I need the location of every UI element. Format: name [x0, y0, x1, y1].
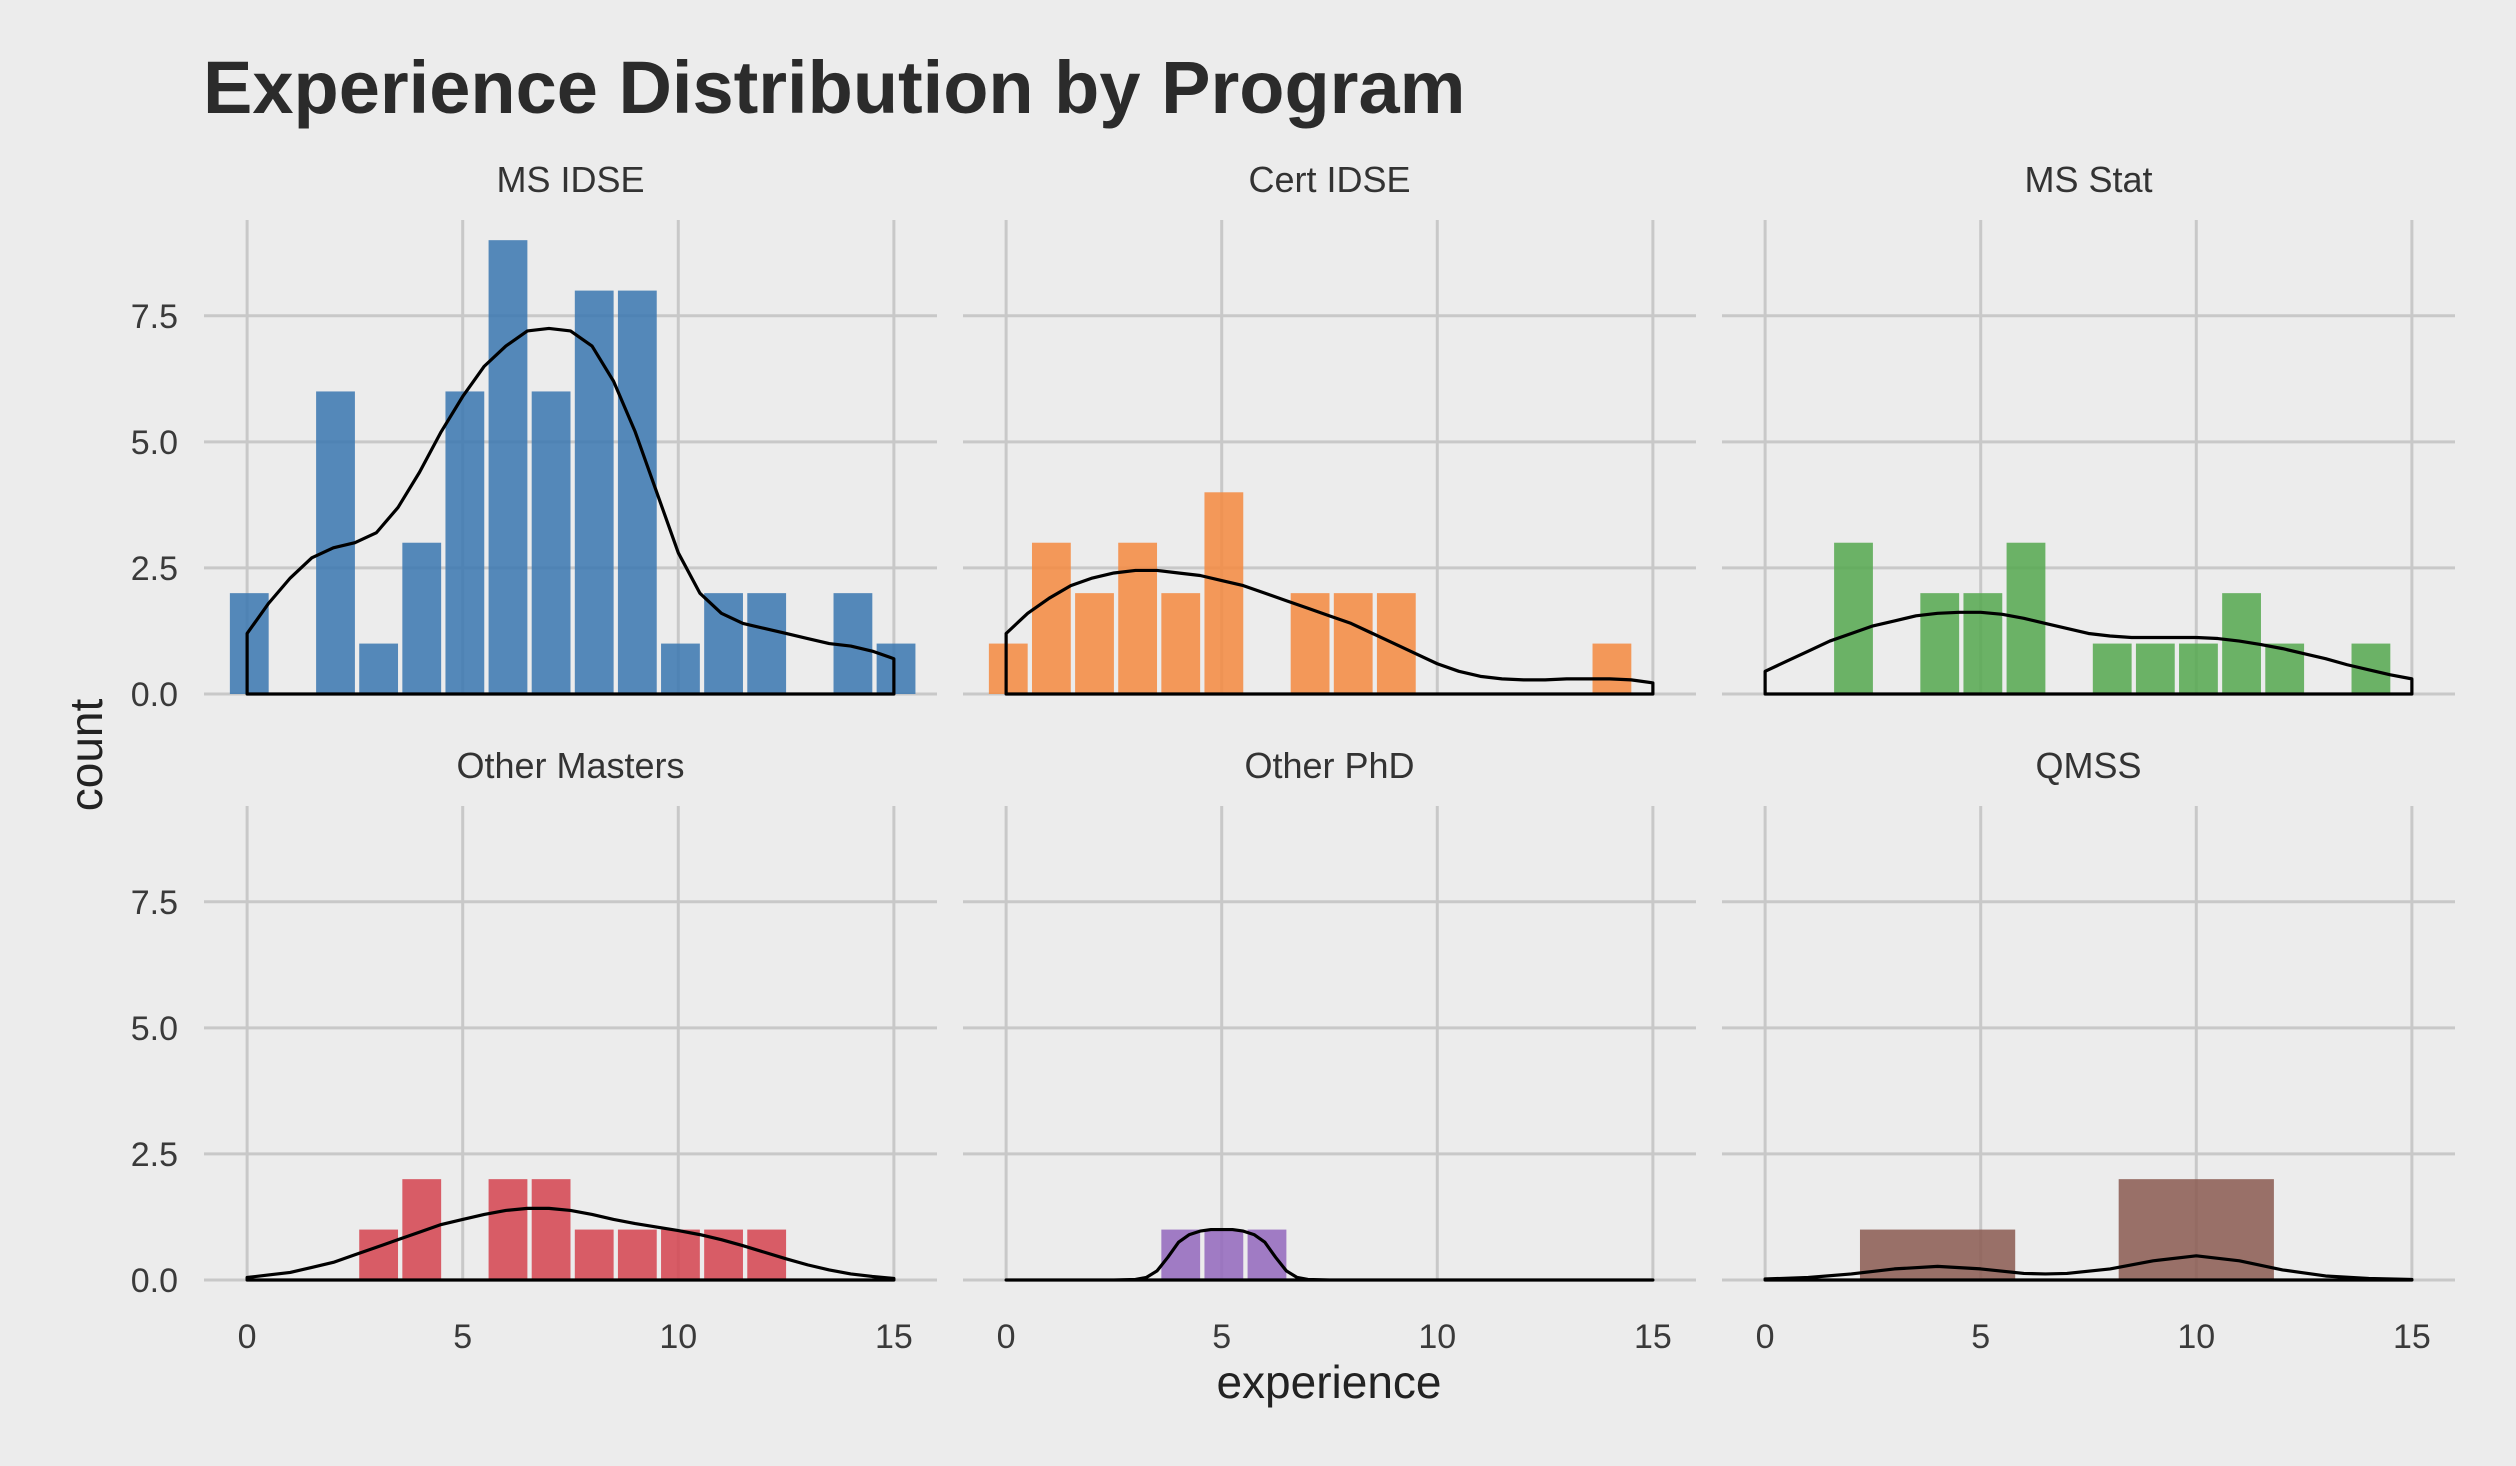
density-curve [1004, 1227, 1655, 1282]
histogram-bar [445, 391, 485, 694]
x-tick-label: 0 [1756, 1318, 1775, 1356]
histogram-bar [1834, 542, 1873, 694]
histogram-bar [1204, 1229, 1244, 1280]
x-tick-label: 5 [1212, 1318, 1231, 1356]
histogram-bar [747, 593, 787, 694]
density-curve [245, 326, 896, 696]
histogram-bar [574, 290, 614, 694]
x-tick-label: 15 [1634, 1318, 1672, 1356]
histogram-bar [531, 1179, 571, 1280]
x-tick-label: 10 [2177, 1318, 2215, 1356]
x-tick-label: 10 [659, 1318, 697, 1356]
histogram-bar [2179, 643, 2218, 694]
histogram-bar [488, 1179, 528, 1280]
histogram-bar [402, 1179, 442, 1280]
density-curve [245, 1206, 896, 1282]
histogram-bar [2092, 643, 2132, 694]
facet-strip-label: MS Stat [2024, 159, 2152, 200]
facet-panel: QMSS 0 5 10 15 [1722, 745, 2455, 1356]
histogram-bar [704, 593, 743, 694]
facet-panel: MS IDSE 0.0 2.5 5.0 7.5 [131, 159, 937, 714]
facet-strip-label: MS IDSE [496, 159, 644, 200]
chart-title: Experience Distribution by Program [203, 46, 1465, 129]
facet-strip-label: Other PhD [1244, 745, 1414, 786]
histogram-bar [617, 1229, 657, 1280]
histogram-bar [1031, 542, 1071, 694]
histogram-bar [1920, 593, 1960, 694]
y-tick-label: 7.5 [131, 298, 178, 336]
density-curve [1763, 1254, 2414, 1282]
histogram-bar [1592, 643, 1632, 694]
histogram-bar [574, 1229, 614, 1280]
facet-panel: Cert IDSE [963, 159, 1696, 696]
facet-panel: Other PhD 0 5 10 15 [963, 745, 1696, 1356]
histogram-bar [359, 1229, 399, 1280]
histogram-bar [876, 643, 916, 694]
x-tick-label: 0 [997, 1318, 1016, 1356]
facet-panels: MS IDSE 0.0 2.5 5.0 7.5 Cert IDSE MS Stat Other… [131, 159, 2455, 1356]
histogram-bar [1161, 1229, 1201, 1280]
histogram-bar [661, 643, 700, 694]
x-axis-label: experience [1216, 1356, 1441, 1408]
histogram-bar [1204, 492, 1244, 694]
x-tick-label: 15 [875, 1318, 913, 1356]
histogram-bar [1333, 593, 1373, 694]
x-tick-label: 5 [1971, 1318, 1990, 1356]
facet-strip-label: QMSS [2035, 745, 2141, 786]
histogram-bar [988, 643, 1028, 694]
histogram-bar [1161, 593, 1201, 694]
x-tick-label: 0 [238, 1318, 257, 1356]
y-tick-label: 5.0 [131, 424, 178, 462]
histogram-bar [2135, 643, 2175, 694]
histogram-bar [2118, 1179, 2274, 1280]
histogram-bar [1859, 1229, 2016, 1280]
histogram-bar [617, 290, 657, 694]
y-tick-label: 7.5 [131, 884, 178, 922]
facet-panel: Other Masters 0.0 2.5 5.0 7.5 0 5 10 15 [131, 745, 937, 1356]
facet-strip-label: Cert IDSE [1248, 159, 1410, 200]
density-curve [1763, 610, 2414, 696]
x-tick-label: 15 [2393, 1318, 2431, 1356]
histogram-bar [402, 542, 442, 694]
histogram-bar [661, 1229, 700, 1280]
histogram-bar [531, 391, 571, 694]
x-tick-label: 5 [453, 1318, 472, 1356]
y-tick-label: 2.5 [131, 1136, 178, 1174]
histogram-bar [1247, 1229, 1287, 1280]
histogram-bar [747, 1229, 787, 1280]
x-tick-label: 10 [1418, 1318, 1456, 1356]
y-tick-label: 0.0 [131, 1262, 178, 1300]
histogram-bar [1075, 593, 1114, 694]
histogram-bar [488, 240, 528, 694]
y-tick-label: 0.0 [131, 676, 178, 714]
histogram-bar [359, 643, 399, 694]
histogram-bar [1963, 593, 2003, 694]
y-axis-label: count [60, 699, 112, 812]
histogram-bar [1118, 542, 1158, 694]
density-curve [1004, 568, 1655, 696]
y-tick-label: 2.5 [131, 550, 178, 588]
y-tick-label: 5.0 [131, 1010, 178, 1048]
facet-strip-label: Other Masters [456, 745, 684, 786]
facet-panel: MS Stat [1722, 159, 2455, 696]
histogram-bar [229, 593, 269, 694]
